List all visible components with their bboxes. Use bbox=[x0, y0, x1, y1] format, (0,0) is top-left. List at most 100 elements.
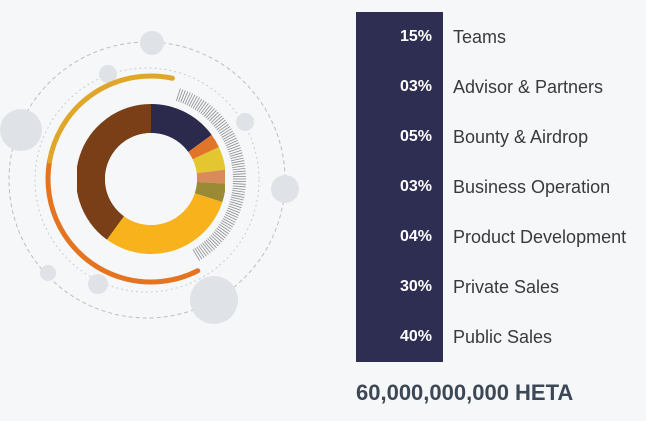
legend-row: 03% Business Operation bbox=[356, 172, 646, 202]
tick-mark bbox=[229, 203, 242, 209]
orbit-bubble bbox=[40, 265, 56, 281]
tick-mark bbox=[232, 185, 246, 188]
tick-mark bbox=[196, 100, 205, 112]
decorative-arcs bbox=[45, 73, 201, 285]
tick-mark bbox=[216, 227, 228, 237]
tick-mark bbox=[203, 241, 213, 252]
tick-mark bbox=[192, 97, 200, 109]
legend-label: Product Development bbox=[453, 227, 627, 247]
tick-mark bbox=[213, 117, 225, 127]
donut-hole bbox=[105, 133, 197, 225]
orbit-bubble bbox=[0, 109, 42, 151]
tick-mark bbox=[230, 157, 244, 162]
donut-slice-public-sales bbox=[77, 104, 151, 240]
tick-mark bbox=[221, 220, 234, 228]
tick-mark bbox=[188, 94, 196, 107]
tick-mark bbox=[208, 236, 219, 247]
tick-mark bbox=[232, 173, 246, 175]
tick-mark bbox=[178, 89, 184, 102]
tick-mark bbox=[224, 137, 237, 144]
tick-mark bbox=[227, 207, 240, 214]
tick-mark bbox=[230, 196, 244, 201]
tick-mark bbox=[232, 170, 246, 173]
tick-mark bbox=[208, 111, 219, 122]
tick-mark bbox=[196, 246, 205, 258]
tick-mark bbox=[220, 222, 232, 230]
legend-label: Business Operation bbox=[453, 177, 611, 197]
tick-mark bbox=[198, 101, 207, 113]
tick-mark bbox=[198, 245, 207, 257]
tick-mark bbox=[210, 234, 221, 245]
legend-percent: 40% bbox=[399, 328, 432, 345]
legend-label: Advisor & Partners bbox=[453, 77, 604, 97]
donut-slice-advisor-partners bbox=[188, 134, 219, 160]
tick-mark bbox=[231, 162, 245, 166]
orbit-bubble bbox=[99, 65, 117, 83]
tick-mark bbox=[190, 95, 198, 108]
tick-mark bbox=[232, 190, 246, 193]
tick-marks bbox=[175, 88, 246, 261]
tick-mark bbox=[200, 244, 209, 255]
legend-row: 04% Product Development bbox=[356, 222, 646, 252]
inner-dotted-ring bbox=[34, 67, 260, 293]
tick-mark bbox=[229, 201, 243, 206]
tick-mark bbox=[203, 106, 213, 117]
orange-outer-arc bbox=[57, 224, 201, 285]
tick-mark bbox=[226, 209, 239, 216]
tick-mark bbox=[232, 187, 246, 190]
donut-slice-teams bbox=[151, 104, 212, 152]
legend-row: 03% Advisor & Partners bbox=[356, 72, 646, 102]
donut-slice-bounty-airdrop bbox=[192, 147, 225, 174]
tick-mark bbox=[225, 139, 238, 147]
tick-mark bbox=[175, 88, 181, 102]
legend-percent: 03% bbox=[399, 178, 432, 195]
tick-mark bbox=[216, 121, 228, 131]
tick-mark bbox=[231, 192, 245, 196]
legend-label: Bounty & Airdrop bbox=[453, 127, 589, 147]
legend-row: 15% Teams bbox=[356, 22, 646, 52]
orbit-bubble bbox=[190, 276, 238, 324]
tick-mark bbox=[205, 108, 215, 119]
legend-percent: 03% bbox=[399, 78, 432, 95]
legend-percent: 15% bbox=[399, 28, 432, 45]
tick-mark bbox=[222, 132, 235, 140]
tick-mark bbox=[215, 229, 226, 239]
tick-mark bbox=[229, 152, 243, 157]
tick-mark bbox=[231, 194, 245, 198]
orbit-bubble bbox=[236, 113, 254, 131]
tick-mark bbox=[210, 113, 221, 124]
legend-row: 30% Private Sales bbox=[356, 272, 646, 302]
gold-outer-arc bbox=[47, 73, 175, 164]
tick-mark bbox=[219, 224, 231, 232]
tick-mark bbox=[219, 126, 231, 134]
tick-mark bbox=[220, 128, 232, 136]
tick-mark bbox=[212, 233, 223, 243]
orange-outer-arc bbox=[45, 158, 63, 230]
tick-mark bbox=[225, 211, 238, 219]
tick-mark bbox=[212, 115, 223, 125]
tick-mark bbox=[184, 92, 191, 105]
tick-mark bbox=[217, 225, 229, 235]
tick-mark bbox=[213, 231, 225, 241]
tick-mark bbox=[180, 90, 186, 103]
tick-mark bbox=[230, 154, 244, 159]
tick-mark bbox=[232, 183, 246, 185]
donut-slice-private-sales bbox=[106, 193, 223, 254]
tick-mark bbox=[223, 216, 236, 223]
tick-mark bbox=[202, 242, 211, 254]
tick-mark bbox=[192, 249, 200, 261]
legend-label: Public Sales bbox=[453, 327, 553, 347]
tick-mark bbox=[222, 218, 235, 226]
percent-column bbox=[356, 12, 443, 362]
tick-mark bbox=[232, 165, 246, 168]
tick-mark bbox=[182, 91, 189, 104]
tick-mark bbox=[231, 160, 245, 164]
total-supply: 60,000,000,000 HETA bbox=[356, 380, 574, 405]
tick-mark bbox=[223, 135, 236, 142]
donut-slices bbox=[77, 104, 225, 254]
tick-mark bbox=[217, 123, 229, 133]
tick-mark bbox=[200, 103, 209, 114]
tick-mark bbox=[228, 205, 241, 211]
tick-mark bbox=[186, 93, 194, 106]
donut-slice-business-operation bbox=[196, 169, 225, 184]
